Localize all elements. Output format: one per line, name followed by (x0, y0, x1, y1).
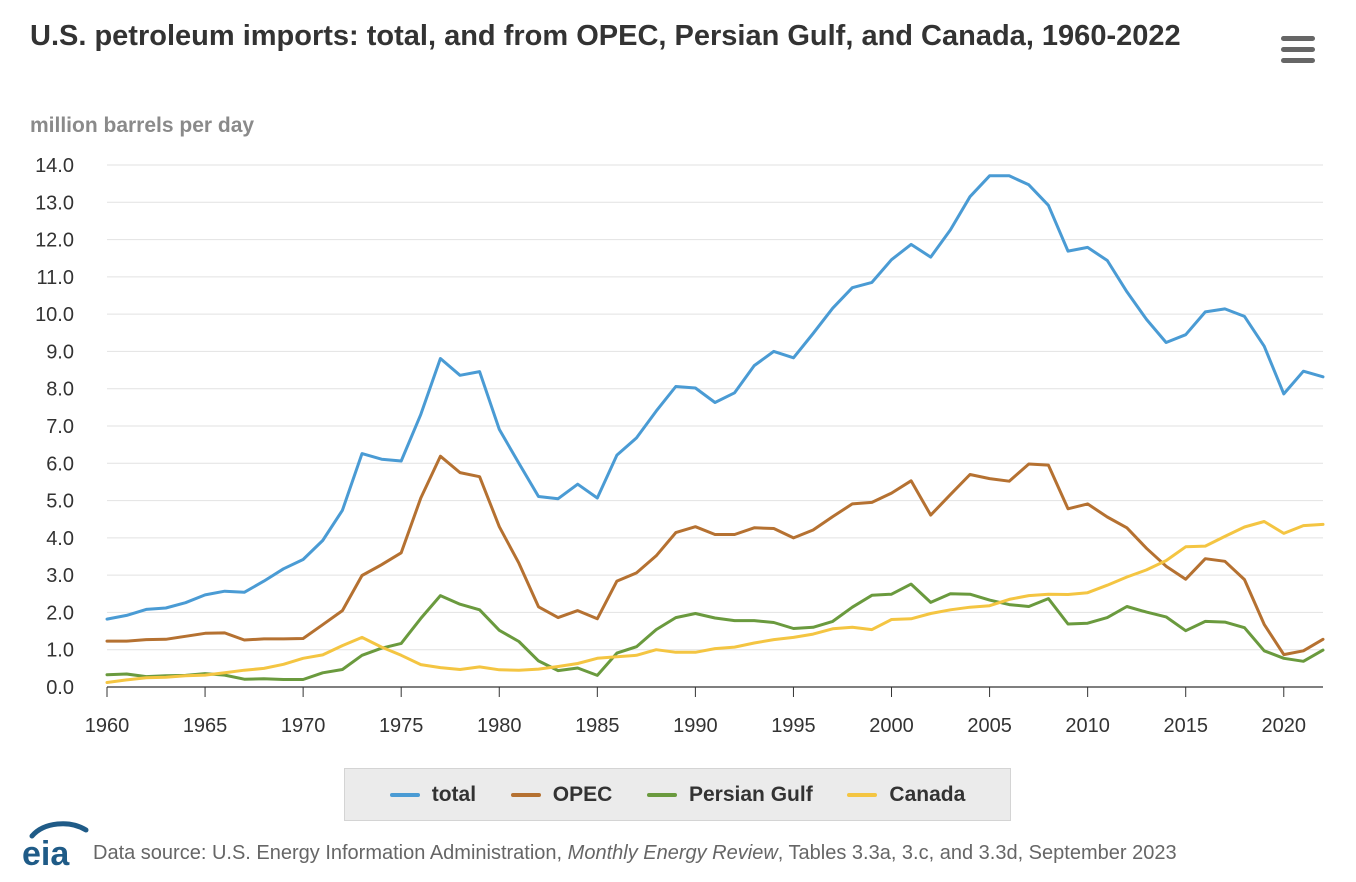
y-tick-label: 1.0 (46, 640, 74, 662)
x-tick-label: 1975 (379, 715, 424, 737)
x-tick-label: 1990 (673, 715, 718, 737)
x-axis-ticks: 1960 1965 1970 1975 1980 1985 1990 1995 2000 2005… (85, 686, 1323, 737)
y-tick-label: 9.0 (46, 341, 74, 363)
x-tick-label: 2000 (869, 715, 914, 737)
legend-swatch-persian-gulf (647, 792, 677, 797)
y-tick-label: 6.0 (46, 453, 74, 475)
y-tick-label: 2.0 (46, 602, 74, 624)
legend-item-canada[interactable]: Canada (847, 783, 965, 807)
series-group (105, 174, 1325, 684)
page-title: U.S. petroleum imports: total, and from … (30, 20, 1181, 52)
x-tick-label: 2015 (1163, 715, 1208, 737)
legend-item-opec[interactable]: OPEC (510, 782, 613, 807)
eia-logo-text: eia (22, 835, 70, 870)
y-tick-label: 11.0 (37, 267, 74, 289)
series-line-total (105, 174, 1325, 621)
y-tick-label: 5.0 (46, 491, 74, 513)
series-line-canada (105, 520, 1325, 684)
legend-label-opec: OPEC (552, 782, 613, 806)
y-tick-label: 10.0 (35, 304, 74, 326)
source-suffix: , Tables 3.3a, 3.c, and 3.3d, September … (777, 842, 1177, 864)
chart-menu-button[interactable] (1278, 36, 1318, 70)
series-line-opec (105, 454, 1325, 657)
legend-swatch-opec (510, 792, 541, 797)
legend-item-total[interactable]: total (389, 782, 477, 807)
x-tick-label: 1980 (477, 715, 522, 737)
legend: total OPEC Persian Gulf Canada (344, 768, 1011, 821)
x-tick-label: 2005 (967, 715, 1012, 737)
y-tick-label: 7.0 (46, 416, 74, 438)
y-tick-label: 12.0 (35, 230, 74, 252)
y-tick-label: 3.0 (46, 565, 74, 587)
legend-label-canada: Canada (889, 782, 966, 806)
x-tick-label: 2010 (1065, 715, 1110, 737)
y-tick-label: 4.0 (46, 528, 74, 550)
source-publication: Monthly Energy Review (567, 842, 778, 864)
x-tick-label: 2020 (1262, 715, 1307, 737)
x-tick-label: 1985 (575, 715, 620, 737)
y-tick-label: 14.0 (35, 155, 74, 177)
grid-lines (107, 164, 1323, 688)
legend-swatch-total (389, 792, 420, 797)
y-axis-label: million barrels per day (30, 114, 255, 137)
legend-swatch-canada (847, 792, 878, 797)
x-tick-label: 1970 (281, 715, 326, 737)
y-tick-label: 8.0 (46, 379, 74, 401)
eia-logo-icon[interactable]: eia (18, 814, 90, 870)
x-tick-label: 1960 (85, 715, 130, 737)
y-axis-ticks: 0.0 1.0 2.0 3.0 4.0 5.0 6.0 7.0 8.0 9.0 10.0 11.0 12… (35, 155, 74, 699)
legend-label-total: total (431, 782, 477, 806)
x-tick-label: 1995 (771, 715, 816, 737)
legend-label-persian-gulf: Persian Gulf (689, 782, 813, 806)
y-tick-label: 0.0 (46, 677, 74, 699)
x-tick-label: 1965 (183, 715, 228, 737)
legend-item-persian-gulf[interactable]: Persian Gulf (647, 783, 813, 807)
data-source-note: Data source: U.S. Energy Information Adm… (93, 842, 1177, 865)
y-tick-label: 13.0 (35, 192, 74, 214)
source-prefix: Data source: U.S. Energy Information Adm… (93, 842, 568, 864)
series-line-persian-gulf (105, 582, 1325, 681)
hamburger-menu-icon (1281, 36, 1315, 41)
